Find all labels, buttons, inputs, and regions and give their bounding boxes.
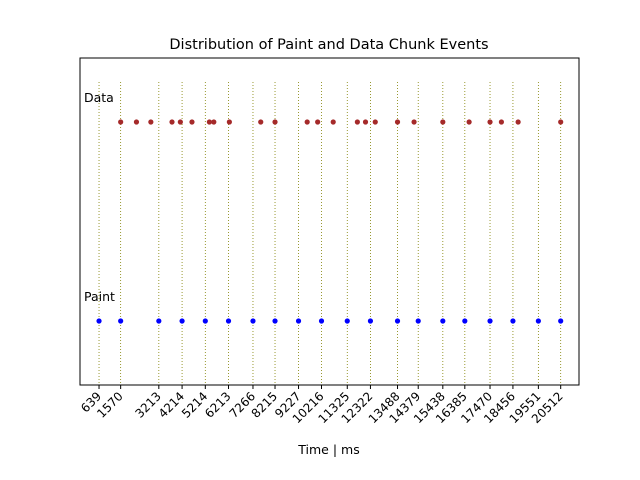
data-event-point [330, 119, 336, 125]
data-event-point [354, 119, 360, 125]
series-label-data: Data [84, 90, 114, 105]
paint-event-point [250, 318, 256, 324]
points-layer [96, 119, 564, 324]
data-event-point [411, 119, 417, 125]
data-event-point [177, 119, 183, 125]
data-event-point [148, 119, 154, 125]
data-event-point [394, 119, 401, 125]
data-event-point [169, 119, 175, 125]
paint-event-point [394, 318, 401, 324]
paint-event-point [156, 318, 162, 324]
paint-event-point [96, 318, 102, 324]
data-event-point [498, 119, 505, 125]
paint-event-point [487, 318, 493, 324]
data-event-point [315, 119, 321, 125]
data-event-point [466, 119, 472, 125]
data-event-point [226, 119, 232, 125]
paint-event-point [225, 318, 232, 324]
paint-event-point [118, 318, 124, 324]
data-event-point [211, 119, 217, 125]
data-event-point [487, 119, 493, 125]
paint-event-point [295, 318, 302, 324]
series-label-paint: Paint [84, 289, 115, 304]
data-event-point [206, 119, 212, 125]
paint-event-point [272, 318, 278, 324]
data-event-point [272, 119, 278, 125]
data-event-point [118, 119, 124, 125]
paint-event-point [535, 318, 541, 324]
paint-event-point [179, 318, 185, 324]
data-event-point [440, 119, 446, 125]
paint-event-point [440, 318, 446, 324]
data-event-point [304, 119, 310, 125]
paint-event-point [510, 318, 516, 324]
paint-event-point [415, 318, 421, 324]
plot-frame [79, 57, 580, 386]
data-event-point [189, 119, 195, 125]
data-event-point [558, 119, 564, 125]
chart-title: Distribution of Paint and Data Chunk Eve… [169, 37, 488, 53]
data-event-point [515, 119, 521, 125]
paint-event-point [318, 318, 325, 324]
data-event-point [133, 119, 140, 125]
paint-event-point [462, 318, 468, 324]
data-event-point [258, 119, 264, 125]
paint-event-point [367, 318, 374, 324]
paint-event-point [202, 318, 208, 324]
paint-event-point [558, 318, 564, 324]
x-axis-label: Time | ms [297, 442, 359, 457]
data-event-point [362, 119, 369, 125]
paint-event-point [344, 318, 350, 324]
grid-layer [98, 82, 562, 385]
data-event-point [372, 119, 378, 125]
